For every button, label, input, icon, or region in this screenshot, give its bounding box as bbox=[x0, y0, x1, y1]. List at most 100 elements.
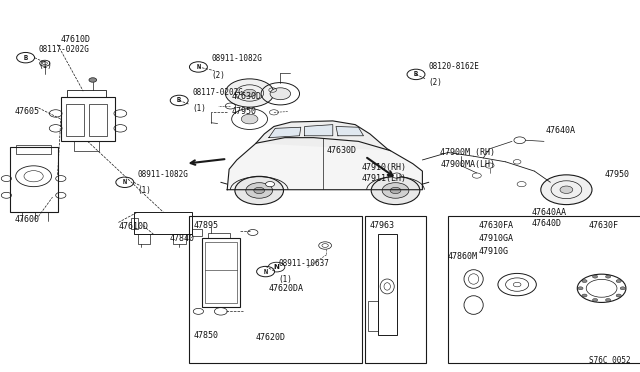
Bar bbox=[189, 216, 362, 363]
Polygon shape bbox=[269, 127, 301, 138]
Bar bbox=[202, 238, 240, 307]
Circle shape bbox=[371, 176, 420, 205]
Bar bbox=[368, 301, 378, 331]
Text: 08911-1082G: 08911-1082G bbox=[211, 54, 262, 63]
Text: 47640AA: 47640AA bbox=[531, 208, 566, 217]
Text: B: B bbox=[177, 97, 181, 103]
Bar bbox=[192, 229, 202, 236]
Text: 47950: 47950 bbox=[232, 107, 257, 116]
Bar bbox=[16, 145, 51, 154]
Circle shape bbox=[593, 275, 598, 278]
Text: 47620DA: 47620DA bbox=[269, 284, 304, 293]
Bar bbox=[89, 104, 107, 136]
Bar bbox=[66, 104, 84, 136]
Bar bbox=[205, 242, 237, 303]
Bar bbox=[67, 90, 106, 97]
Text: (1): (1) bbox=[38, 61, 52, 70]
Polygon shape bbox=[256, 121, 390, 151]
Bar bbox=[378, 234, 397, 335]
Circle shape bbox=[17, 52, 35, 63]
Text: 47850: 47850 bbox=[193, 331, 218, 340]
Circle shape bbox=[235, 176, 284, 205]
Circle shape bbox=[582, 294, 587, 297]
Text: 08117-0202G: 08117-0202G bbox=[192, 88, 243, 97]
Circle shape bbox=[382, 183, 409, 198]
Circle shape bbox=[225, 79, 274, 107]
Polygon shape bbox=[305, 125, 333, 136]
Circle shape bbox=[257, 266, 275, 277]
Text: (2): (2) bbox=[429, 78, 443, 87]
Text: (1): (1) bbox=[138, 186, 152, 195]
Polygon shape bbox=[227, 138, 422, 190]
Text: 47910(RH): 47910(RH) bbox=[362, 163, 406, 172]
Circle shape bbox=[246, 183, 273, 198]
Text: N: N bbox=[123, 179, 127, 185]
Bar bbox=[74, 141, 99, 151]
Text: 47640D: 47640D bbox=[531, 219, 561, 228]
Text: 47840: 47840 bbox=[170, 234, 195, 243]
Text: (1): (1) bbox=[192, 104, 206, 113]
Circle shape bbox=[541, 175, 592, 205]
Text: 08911-10637: 08911-10637 bbox=[278, 259, 329, 268]
Bar bbox=[61, 97, 115, 141]
Circle shape bbox=[390, 187, 401, 193]
Bar bbox=[138, 234, 150, 244]
Circle shape bbox=[560, 186, 573, 193]
Circle shape bbox=[407, 69, 425, 80]
Text: N: N bbox=[196, 64, 200, 70]
Circle shape bbox=[578, 287, 583, 290]
Text: 47600: 47600 bbox=[14, 215, 39, 224]
Text: 47605: 47605 bbox=[14, 107, 39, 116]
Circle shape bbox=[616, 280, 621, 283]
Text: 47620D: 47620D bbox=[256, 333, 286, 342]
Circle shape bbox=[605, 275, 611, 278]
Text: N: N bbox=[273, 264, 280, 270]
Text: 08120-8162E: 08120-8162E bbox=[429, 62, 479, 71]
Text: N: N bbox=[264, 269, 268, 275]
Circle shape bbox=[189, 62, 207, 72]
Circle shape bbox=[254, 187, 264, 193]
Bar bbox=[10, 147, 58, 212]
Circle shape bbox=[89, 78, 97, 82]
Circle shape bbox=[243, 89, 256, 97]
Text: 47630D: 47630D bbox=[326, 146, 356, 155]
Circle shape bbox=[241, 114, 258, 124]
Text: 47910GA: 47910GA bbox=[479, 234, 514, 243]
Bar bbox=[134, 212, 192, 234]
Bar bbox=[208, 232, 230, 238]
Text: (2): (2) bbox=[211, 71, 225, 80]
Text: 08117-0202G: 08117-0202G bbox=[38, 45, 89, 54]
Text: 47911(LH): 47911(LH) bbox=[362, 174, 406, 183]
Text: 47900M (RH): 47900M (RH) bbox=[440, 148, 495, 157]
Circle shape bbox=[266, 182, 275, 187]
Circle shape bbox=[616, 294, 621, 297]
Circle shape bbox=[270, 88, 291, 100]
Circle shape bbox=[392, 173, 401, 178]
Circle shape bbox=[605, 298, 611, 301]
Text: 47610D: 47610D bbox=[61, 35, 91, 44]
Text: S76C 0052: S76C 0052 bbox=[589, 356, 630, 365]
Text: 08911-1082G: 08911-1082G bbox=[138, 170, 188, 179]
Text: 47630D: 47630D bbox=[232, 92, 262, 101]
Circle shape bbox=[593, 298, 598, 301]
Text: 47610D: 47610D bbox=[118, 222, 148, 231]
Text: 47910G: 47910G bbox=[479, 247, 509, 256]
Text: 47640A: 47640A bbox=[545, 126, 575, 135]
Text: 47950: 47950 bbox=[605, 170, 630, 179]
Circle shape bbox=[116, 177, 134, 187]
Bar bbox=[173, 234, 186, 244]
Text: B: B bbox=[414, 71, 418, 77]
Circle shape bbox=[620, 287, 625, 290]
Text: (1): (1) bbox=[278, 275, 292, 284]
Bar bbox=[365, 216, 426, 363]
Bar bbox=[448, 216, 640, 363]
Text: 47860M: 47860M bbox=[448, 252, 478, 261]
Text: 47900MA(LH): 47900MA(LH) bbox=[440, 160, 495, 169]
Circle shape bbox=[268, 262, 285, 272]
Text: 47963: 47963 bbox=[370, 221, 395, 230]
Text: B: B bbox=[24, 55, 28, 61]
Text: 47630F: 47630F bbox=[589, 221, 619, 230]
Text: 47895: 47895 bbox=[193, 221, 218, 230]
Bar bbox=[131, 218, 138, 229]
Polygon shape bbox=[336, 126, 364, 136]
